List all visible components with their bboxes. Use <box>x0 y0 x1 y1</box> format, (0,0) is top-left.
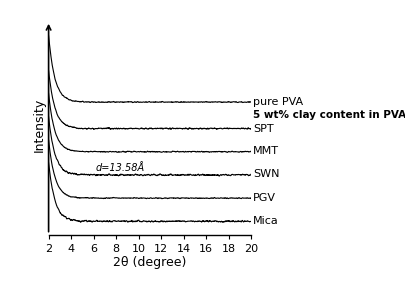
Text: 5 wt% clay content in PVA: 5 wt% clay content in PVA <box>253 110 405 120</box>
Text: Mica: Mica <box>253 217 279 227</box>
X-axis label: 2θ (degree): 2θ (degree) <box>113 256 187 269</box>
Text: MMT: MMT <box>253 146 279 156</box>
Text: SWN: SWN <box>253 169 279 179</box>
Text: pure PVA: pure PVA <box>253 97 303 107</box>
Text: SPT: SPT <box>253 124 273 134</box>
Text: PGV: PGV <box>253 193 276 203</box>
Text: d=13.58Å: d=13.58Å <box>96 163 145 173</box>
Y-axis label: Intensity: Intensity <box>33 97 46 152</box>
